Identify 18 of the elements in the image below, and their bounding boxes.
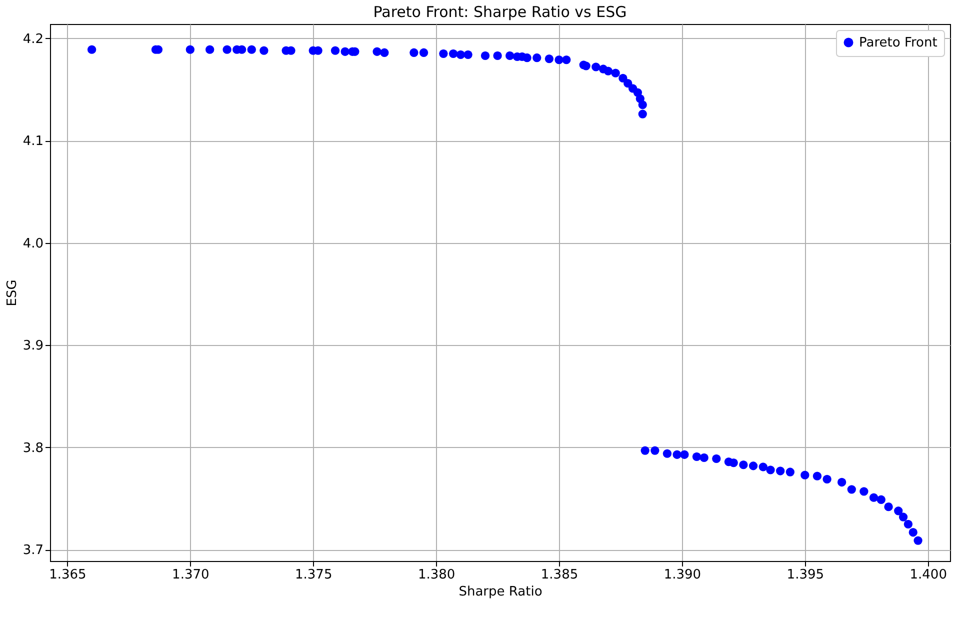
y-tick-label: 4.0 <box>22 236 44 252</box>
y-tick-label: 3.9 <box>22 338 44 354</box>
x-tick-label: 1.385 <box>540 568 578 582</box>
x-tick-label: 1.390 <box>664 568 702 582</box>
x-tick-label: 1.400 <box>910 568 947 582</box>
x-tick-label: 1.375 <box>295 568 332 582</box>
y-tick-label: 3.8 <box>22 440 44 456</box>
y-tick-label: 4.2 <box>22 32 44 47</box>
x-axis-title: Sharpe Ratio <box>458 584 542 600</box>
chart-title: Pareto Front: Sharpe Ratio vs ESG <box>373 3 627 21</box>
x-tick-label: 1.365 <box>49 568 86 582</box>
x-tick-label: 1.395 <box>786 568 824 582</box>
y-axis-title: ESG <box>4 280 20 306</box>
y-tick-label: 4.1 <box>22 134 44 150</box>
x-tick-label: 1.380 <box>418 568 456 582</box>
legend-label: Pareto Front <box>859 36 938 50</box>
y-tick-label: 3.7 <box>22 543 44 558</box>
x-tick-label: 1.370 <box>172 568 210 582</box>
